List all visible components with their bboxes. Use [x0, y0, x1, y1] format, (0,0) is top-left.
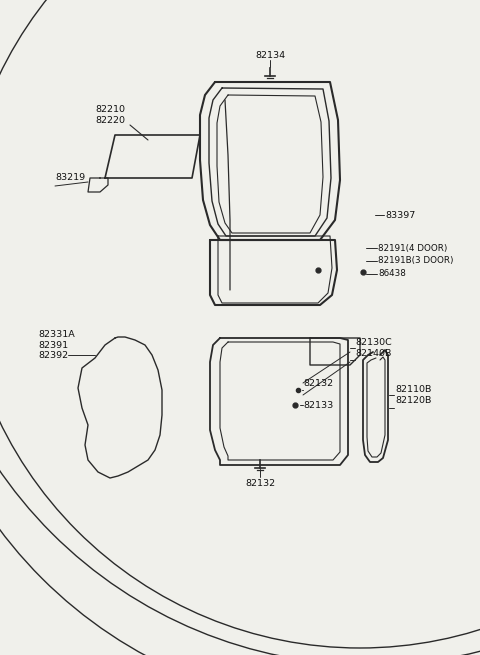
Text: 82133: 82133	[303, 400, 333, 409]
Text: 82110B
82120B: 82110B 82120B	[395, 385, 432, 405]
Text: 82191B(3 DOOR): 82191B(3 DOOR)	[378, 257, 454, 265]
Text: 83397: 83397	[385, 210, 415, 219]
Text: 82331A
82391
82392: 82331A 82391 82392	[38, 330, 75, 360]
Text: 82132: 82132	[245, 479, 275, 489]
Text: 82210
82220: 82210 82220	[95, 105, 125, 124]
Text: 86438: 86438	[378, 269, 406, 278]
Text: 82134: 82134	[255, 50, 285, 60]
Text: 82191(4 DOOR): 82191(4 DOOR)	[378, 244, 447, 252]
Text: 82132: 82132	[303, 379, 333, 388]
Text: 82130C
82140B: 82130C 82140B	[355, 338, 392, 358]
Text: 83219: 83219	[55, 174, 85, 183]
